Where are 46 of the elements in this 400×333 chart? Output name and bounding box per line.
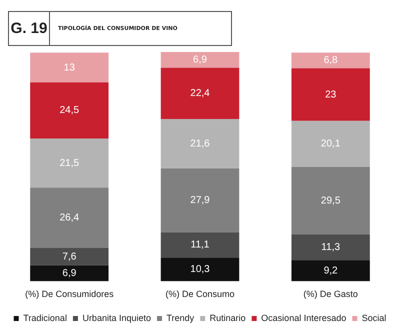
bar [291, 120, 370, 167]
bar [160, 232, 240, 258]
data-label: 24,5 [60, 105, 80, 116]
bar [30, 52, 109, 82]
legend-label: Trendy [166, 312, 195, 323]
data-label: 11,1 [190, 240, 210, 251]
legend-label: Tradicional [23, 312, 67, 323]
bar [160, 168, 240, 232]
bar [160, 119, 240, 168]
bar [30, 265, 109, 282]
bar [291, 260, 370, 282]
data-label: 13 [64, 62, 76, 74]
x-tick-label: (%) De Gasto [303, 289, 358, 300]
data-label: 29,5 [320, 195, 341, 206]
data-label: 6,8 [324, 55, 338, 66]
data-label: 22,4 [190, 88, 210, 100]
data-label: 6,9 [193, 54, 208, 66]
data-label: 20,1 [320, 138, 341, 150]
data-label: 21,5 [60, 158, 80, 169]
data-label: 21,6 [190, 138, 210, 150]
bar [30, 248, 109, 266]
bar [30, 138, 109, 188]
data-label: 11,3 [321, 242, 340, 253]
bar [160, 258, 240, 282]
bar [291, 68, 370, 121]
x-tick-label: (%) De Consumidores [25, 289, 114, 300]
data-label: 6,9 [62, 268, 77, 280]
data-label: 7,6 [62, 251, 77, 262]
bar [291, 234, 370, 260]
x-tick-label: (%) De Consumo [165, 289, 235, 300]
data-label: 23 [325, 89, 337, 100]
data-label: 10,3 [190, 264, 210, 276]
data-label: 27,9 [190, 195, 210, 206]
legend-label: Social [362, 312, 386, 323]
legend-label: Rutinario [210, 312, 246, 323]
bar [160, 68, 240, 120]
data-label: 9,2 [324, 265, 338, 276]
bar [160, 52, 240, 68]
legend-label: Urbanita Inquieto [82, 312, 151, 323]
chart-title: G. 19 [9, 12, 50, 45]
bar [30, 188, 109, 248]
data-label: 26,4 [60, 212, 80, 224]
bar [291, 52, 370, 68]
bar [291, 166, 370, 234]
bar [30, 82, 109, 138]
legend-label: Ocasional Interesado [261, 312, 346, 323]
